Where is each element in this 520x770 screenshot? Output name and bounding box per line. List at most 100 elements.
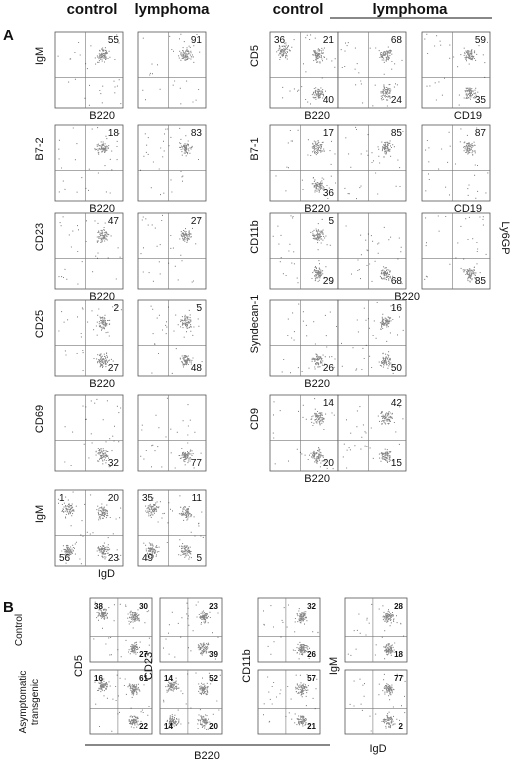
quadrant-value: 11: [192, 493, 203, 504]
quadrant-value: 52: [209, 674, 218, 683]
plot-frame: [269, 299, 339, 377]
quadrant-value: 18: [108, 128, 120, 139]
plot-frame: [337, 394, 407, 472]
plot-frame: [89, 597, 153, 663]
quadrant-value: 14: [323, 398, 335, 409]
quadrant-value: 18: [394, 650, 403, 659]
event-dots: [263, 674, 318, 727]
event-dots: [347, 603, 405, 660]
event-dots: [425, 127, 489, 199]
quadrant-value: 47: [108, 216, 120, 227]
event-dots: [424, 215, 487, 284]
event-dots: [93, 601, 150, 658]
quadrant-value: 40: [323, 95, 335, 106]
quadrant-value: 68: [391, 35, 403, 46]
event-dots: [143, 495, 204, 561]
event-dots: [140, 397, 202, 469]
x-axis-label: CD19: [454, 110, 482, 122]
row-label: transgenic: [30, 679, 41, 725]
quadrant-value: 32: [307, 602, 316, 611]
event-dots: [263, 604, 319, 660]
y-axis-label: CD11b: [241, 649, 253, 682]
side-label: Ly6GP: [499, 221, 511, 254]
x-axis-label: B220: [304, 110, 330, 122]
quadrant-value: 77: [191, 458, 203, 469]
event-dots: [163, 601, 219, 660]
y-axis-label: B7-1: [249, 137, 261, 160]
x-axis-label: B220: [89, 378, 115, 390]
quadrant-value: 77: [394, 674, 403, 683]
quadrant-value: 36: [323, 188, 335, 199]
quadrant-value: 85: [475, 276, 487, 287]
quadrant-value: 27: [108, 363, 120, 374]
y-axis-label: CD69: [34, 405, 46, 433]
plot-frame: [269, 212, 339, 290]
y-axis-label: CD5: [249, 45, 261, 67]
quadrant-value: 57: [307, 674, 316, 683]
plot-frame: [269, 124, 339, 202]
quadrant-value: 20: [323, 458, 335, 469]
plot-frame: [344, 597, 408, 663]
x-axis-label: IgD: [98, 568, 115, 580]
quadrant-value: 68: [391, 276, 403, 287]
quadrant-value: 30: [139, 602, 148, 611]
event-dots: [349, 673, 406, 732]
quadrant-value: 5: [328, 216, 334, 227]
row-label: Asymptomatic: [18, 671, 29, 734]
quadrant-value: 20: [108, 493, 120, 504]
x-axis-label: IgD: [369, 743, 386, 755]
quadrant-value: 50: [391, 363, 403, 374]
quadrant-value: 85: [391, 128, 403, 139]
y-axis-label: CD25: [34, 310, 46, 338]
column-header: lymphoma: [372, 1, 448, 18]
quadrant-value: 35: [142, 493, 154, 504]
plot-frame: [137, 31, 207, 109]
quadrant-value: 42: [391, 398, 403, 409]
quadrant-value: 28: [394, 602, 403, 611]
event-dots: [57, 491, 122, 565]
event-dots: [340, 41, 403, 107]
y-axis-label: IgM: [34, 505, 46, 523]
event-dots: [142, 33, 201, 105]
quadrant-value: 26: [307, 650, 316, 659]
quadrant-value: 5: [196, 553, 202, 564]
quadrant-value: 21: [307, 722, 316, 731]
event-dots: [272, 215, 333, 284]
quadrant-value: 27: [191, 216, 203, 227]
y-axis-label: B7-2: [34, 137, 46, 160]
quadrant-value: 14: [164, 722, 173, 731]
plot-frame: [344, 669, 408, 735]
quadrant-value: 48: [191, 363, 203, 374]
x-axis-label: B220: [194, 750, 220, 762]
plot-frame: [337, 31, 407, 109]
quadrant-value: 16: [94, 674, 103, 683]
event-dots: [275, 129, 336, 200]
quadrant-value: 23: [209, 602, 218, 611]
event-dots: [345, 225, 403, 285]
event-dots: [140, 214, 200, 283]
event-dots: [150, 304, 203, 374]
event-dots: [272, 398, 335, 470]
event-dots: [341, 301, 404, 374]
column-header: lymphoma: [134, 1, 210, 18]
quadrant-value: 15: [391, 458, 403, 469]
event-dots: [342, 406, 404, 469]
quadrant-value: 55: [108, 35, 120, 46]
event-dots: [64, 398, 122, 468]
quadrant-value: 38: [94, 602, 103, 611]
quadrant-value: 1: [59, 493, 65, 504]
plot-frame: [137, 299, 207, 377]
y-axis-label: CD11b: [249, 220, 261, 253]
quadrant-value: 56: [59, 553, 71, 564]
column-header: control: [273, 1, 324, 18]
event-dots: [344, 126, 404, 200]
quadrant-value: 87: [475, 128, 487, 139]
y-axis-label: Syndecan-1: [249, 295, 261, 354]
quadrant-value: 14: [164, 674, 173, 683]
plot-frame: [269, 31, 339, 109]
plot-frame: [137, 212, 207, 290]
panel-label: A: [3, 27, 14, 44]
plot-frame: [89, 669, 153, 735]
quadrant-value: 21: [323, 35, 335, 46]
